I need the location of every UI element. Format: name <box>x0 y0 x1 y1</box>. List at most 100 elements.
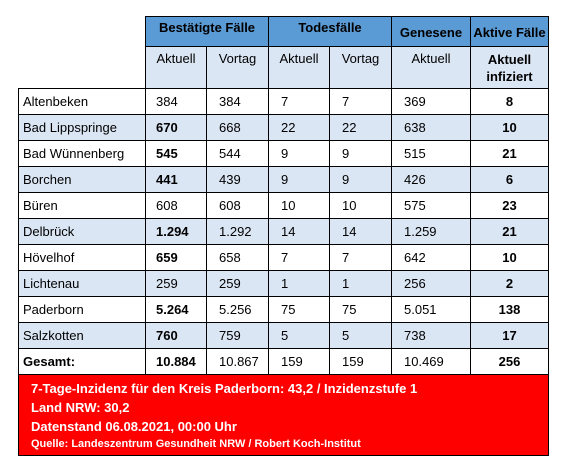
confirmed-previous: 1.292 <box>206 218 269 245</box>
header-confirmed: Bestätigte Fälle <box>145 16 269 47</box>
confirmed-previous: 544 <box>206 140 269 167</box>
confirmed-current: 670 <box>145 114 207 141</box>
sub-deaths-previous: Vortag <box>329 46 392 89</box>
sub-recovered-current: Aktuell <box>391 46 471 89</box>
sub-deaths-current: Aktuell <box>268 46 330 89</box>
active-infected: 8 <box>470 88 549 115</box>
confirmed-current: 608 <box>145 192 207 219</box>
recovered-current: 10.469 <box>391 348 471 375</box>
municipality-name: Bad Wünnenberg <box>18 140 146 167</box>
municipality-name: Borchen <box>18 166 146 193</box>
municipality-row: Hövelhof 659 658 7 7 642 10 <box>18 244 549 271</box>
confirmed-previous: 608 <box>206 192 269 219</box>
recovered-current: 426 <box>391 166 471 193</box>
active-infected: 10 <box>470 114 549 141</box>
confirmed-previous: 668 <box>206 114 269 141</box>
recovered-current: 638 <box>391 114 471 141</box>
deaths-previous: 7 <box>329 244 392 271</box>
active-infected: 6 <box>470 166 549 193</box>
covid-statistics-table: Bestätigte Fälle Todesfälle Genesene Akt… <box>18 16 549 375</box>
municipality-row: Delbrück 1.294 1.292 14 14 1.259 21 <box>18 218 549 245</box>
deaths-current: 9 <box>268 140 330 167</box>
deaths-current: 7 <box>268 88 330 115</box>
total-row: Gesamt: 10.884 10.867 159 159 10.469 256 <box>18 348 549 375</box>
recovered-current: 515 <box>391 140 471 167</box>
incidence-banner: 7-Tage-Inzidenz für den Kreis Paderborn:… <box>18 374 549 456</box>
confirmed-previous: 5.256 <box>206 296 269 323</box>
deaths-current: 14 <box>268 218 330 245</box>
municipality-name: Paderborn <box>18 296 146 323</box>
deaths-previous: 7 <box>329 88 392 115</box>
confirmed-current: 441 <box>145 166 207 193</box>
confirmed-current: 10.884 <box>145 348 207 375</box>
deaths-current: 7 <box>268 244 330 271</box>
deaths-previous: 75 <box>329 296 392 323</box>
state-incidence-line: Land NRW: 30,2 <box>31 400 130 415</box>
active-infected: 21 <box>470 140 549 167</box>
municipality-row: Borchen 441 439 9 9 426 6 <box>18 166 549 193</box>
municipality-name: Salzkotten <box>18 322 146 349</box>
deaths-previous: 10 <box>329 192 392 219</box>
deaths-previous: 159 <box>329 348 392 375</box>
deaths-previous: 22 <box>329 114 392 141</box>
deaths-previous: 5 <box>329 322 392 349</box>
active-infected: 21 <box>470 218 549 245</box>
municipality-name: Altenbeken <box>18 88 146 115</box>
municipality-row: Lichtenau 259 259 1 1 256 2 <box>18 270 549 297</box>
subheader-row: Aktuell Vortag Aktuell Vortag Aktuell Ak… <box>18 46 549 89</box>
confirmed-previous: 658 <box>206 244 269 271</box>
municipality-row: Büren 608 608 10 10 575 23 <box>18 192 549 219</box>
recovered-current: 738 <box>391 322 471 349</box>
municipality-row: Bad Lippspringe 670 668 22 22 638 10 <box>18 114 549 141</box>
sub-active-infected: Aktuell infiziert <box>470 46 549 89</box>
empty-corner <box>18 16 146 47</box>
confirmed-current: 545 <box>145 140 207 167</box>
municipality-row: Altenbeken 384 384 7 7 369 8 <box>18 88 549 115</box>
recovered-current: 575 <box>391 192 471 219</box>
active-infected: 256 <box>470 348 549 375</box>
active-infected: 17 <box>470 322 549 349</box>
recovered-current: 256 <box>391 270 471 297</box>
deaths-current: 159 <box>268 348 330 375</box>
sub-active-line2: infiziert <box>486 69 533 84</box>
municipality-name: Delbrück <box>18 218 146 245</box>
active-infected: 2 <box>470 270 549 297</box>
header-active: Aktive Fälle <box>470 16 549 47</box>
deaths-current: 5 <box>268 322 330 349</box>
confirmed-previous: 10.867 <box>206 348 269 375</box>
deaths-current: 10 <box>268 192 330 219</box>
confirmed-current: 760 <box>145 322 207 349</box>
active-infected: 23 <box>470 192 549 219</box>
confirmed-previous: 759 <box>206 322 269 349</box>
deaths-current: 75 <box>268 296 330 323</box>
confirmed-current: 1.294 <box>145 218 207 245</box>
confirmed-previous: 384 <box>206 88 269 115</box>
deaths-current: 9 <box>268 166 330 193</box>
deaths-previous: 9 <box>329 166 392 193</box>
source-line: Quelle: Landeszentrum Gesundheit NRW / R… <box>31 438 361 450</box>
active-infected: 138 <box>470 296 549 323</box>
confirmed-previous: 259 <box>206 270 269 297</box>
confirmed-current: 384 <box>145 88 207 115</box>
deaths-current: 22 <box>268 114 330 141</box>
incidence-line: 7-Tage-Inzidenz für den Kreis Paderborn:… <box>31 381 418 396</box>
confirmed-current: 5.264 <box>145 296 207 323</box>
confirmed-previous: 439 <box>206 166 269 193</box>
header-row: Bestätigte Fälle Todesfälle Genesene Akt… <box>18 16 549 47</box>
confirmed-current: 259 <box>145 270 207 297</box>
data-timestamp-line: Datenstand 06.08.2021, 00:00 Uhr <box>31 419 237 434</box>
sub-active-line1: Aktuell <box>487 52 532 67</box>
header-deaths: Todesfälle <box>268 16 392 47</box>
header-recovered: Genesene <box>391 16 471 47</box>
municipality-name: Büren <box>18 192 146 219</box>
empty-corner-sub <box>18 46 146 89</box>
deaths-previous: 1 <box>329 270 392 297</box>
municipality-name: Lichtenau <box>18 270 146 297</box>
deaths-previous: 14 <box>329 218 392 245</box>
municipality-name: Bad Lippspringe <box>18 114 146 141</box>
municipality-row: Paderborn 5.264 5.256 75 75 5.051 138 <box>18 296 549 323</box>
recovered-current: 1.259 <box>391 218 471 245</box>
active-infected: 10 <box>470 244 549 271</box>
sub-confirmed-previous: Vortag <box>206 46 269 89</box>
deaths-current: 1 <box>268 270 330 297</box>
